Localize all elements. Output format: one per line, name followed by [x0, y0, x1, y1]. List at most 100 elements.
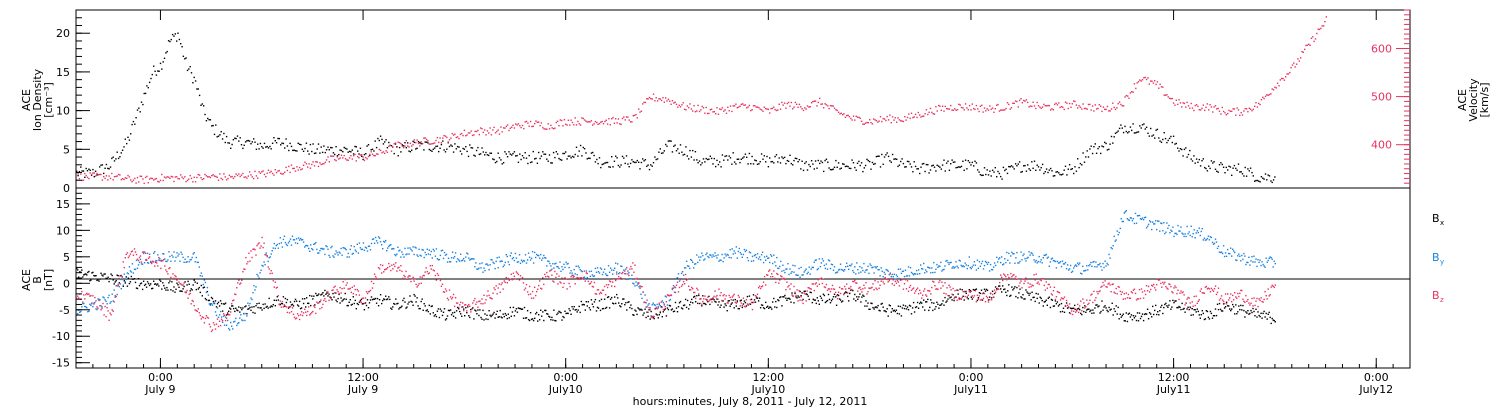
data-point-Bz — [447, 299, 450, 301]
data-point-density — [378, 139, 380, 142]
data-point-By — [1256, 265, 1258, 268]
data-point-Bx — [310, 304, 312, 307]
data-point-density — [760, 153, 763, 155]
data-point-velocity — [167, 176, 170, 178]
data-point-Bx — [447, 309, 450, 312]
data-point-Bz — [453, 305, 456, 308]
data-point-velocity — [569, 124, 571, 126]
data-point-By — [345, 249, 347, 251]
data-point-Bx — [1001, 291, 1003, 293]
data-point-density — [593, 154, 595, 157]
data-point-Bx — [306, 297, 308, 299]
data-point-density — [486, 154, 489, 156]
data-point-velocity — [682, 102, 684, 104]
data-point-velocity — [1136, 82, 1138, 84]
data-point-Bz — [836, 298, 839, 300]
data-point-velocity — [989, 105, 991, 107]
data-point-velocity — [1206, 103, 1209, 105]
data-point-velocity — [708, 112, 710, 115]
data-point-Bx — [1049, 306, 1052, 309]
data-point-Bz — [882, 281, 884, 283]
data-point-velocity — [143, 182, 145, 185]
data-point-By — [783, 269, 785, 272]
data-point-By — [1204, 239, 1207, 241]
data-point-density — [101, 164, 104, 166]
data-point-density — [78, 170, 81, 173]
data-point-density — [571, 155, 574, 158]
data-point-By — [1061, 260, 1064, 262]
data-point-By — [171, 254, 173, 257]
data-point-velocity — [790, 101, 792, 104]
data-point-velocity — [736, 107, 738, 109]
data-point-By — [294, 242, 297, 244]
data-point-density — [263, 142, 266, 145]
data-point-Bz — [325, 300, 327, 303]
data-point-Bx — [1227, 305, 1229, 307]
data-point-velocity — [581, 117, 583, 119]
data-point-Bx — [680, 307, 683, 309]
data-point-Bx — [492, 313, 494, 315]
data-point-Bx — [410, 300, 412, 303]
data-point-density — [1131, 129, 1133, 132]
data-point-By — [95, 308, 97, 310]
data-point-Bx — [1089, 310, 1091, 313]
data-point-velocity — [654, 100, 656, 102]
data-point-density — [296, 150, 298, 152]
data-point-Bx — [1264, 316, 1266, 318]
data-point-density — [874, 162, 876, 165]
data-point-By — [471, 258, 473, 260]
data-point-density — [143, 92, 145, 95]
data-point-Bx — [1186, 308, 1188, 310]
data-point-Bx — [1140, 315, 1143, 318]
data-point-By — [268, 257, 270, 259]
data-point-Bz — [155, 261, 157, 263]
data-point-density — [1221, 163, 1223, 166]
data-point-Bz — [123, 266, 125, 269]
data-point-Bx — [1189, 306, 1191, 308]
data-point-density — [130, 133, 132, 135]
data-point-Bz — [787, 286, 789, 288]
data-point-By — [733, 250, 735, 252]
data-point-By — [418, 248, 420, 250]
data-point-Bx — [965, 292, 967, 294]
data-point-Bx — [596, 306, 599, 309]
data-point-By — [412, 246, 414, 248]
data-point-velocity — [323, 163, 325, 165]
data-point-density — [516, 154, 518, 157]
data-point-Bz — [281, 300, 284, 303]
data-point-Bx — [746, 295, 749, 298]
data-point-density — [658, 151, 660, 153]
data-point-density — [1159, 140, 1161, 142]
data-point-By — [1067, 269, 1070, 271]
data-point-density — [936, 164, 938, 166]
data-point-velocity — [531, 125, 533, 128]
data-point-Bz — [222, 313, 225, 315]
data-point-Bx — [662, 311, 664, 313]
data-point-Bx — [911, 307, 914, 309]
data-point-density — [1025, 170, 1028, 172]
data-point-By — [278, 242, 280, 245]
data-point-By — [807, 271, 809, 273]
data-point-density — [1266, 179, 1268, 181]
data-point-By — [385, 239, 387, 242]
data-point-Bx — [1221, 310, 1224, 312]
data-point-velocity — [656, 100, 659, 102]
data-point-Bz — [392, 268, 394, 270]
data-point-By — [1255, 258, 1257, 260]
data-point-Bz — [880, 280, 882, 282]
data-point-density — [1014, 163, 1017, 165]
data-point-Bz — [614, 285, 616, 288]
data-point-density — [1274, 176, 1276, 178]
data-point-Bx — [975, 288, 978, 290]
data-point-Bz — [712, 298, 714, 300]
data-point-Bx — [325, 293, 327, 295]
data-point-Bx — [701, 305, 703, 307]
data-point-By — [998, 258, 1000, 260]
data-point-By — [128, 266, 131, 268]
data-point-Bx — [474, 309, 476, 311]
data-point-By — [1091, 265, 1093, 267]
data-point-By — [1205, 239, 1208, 241]
data-point-By — [635, 281, 637, 283]
data-point-velocity — [1297, 58, 1299, 60]
data-point-velocity — [794, 101, 797, 104]
